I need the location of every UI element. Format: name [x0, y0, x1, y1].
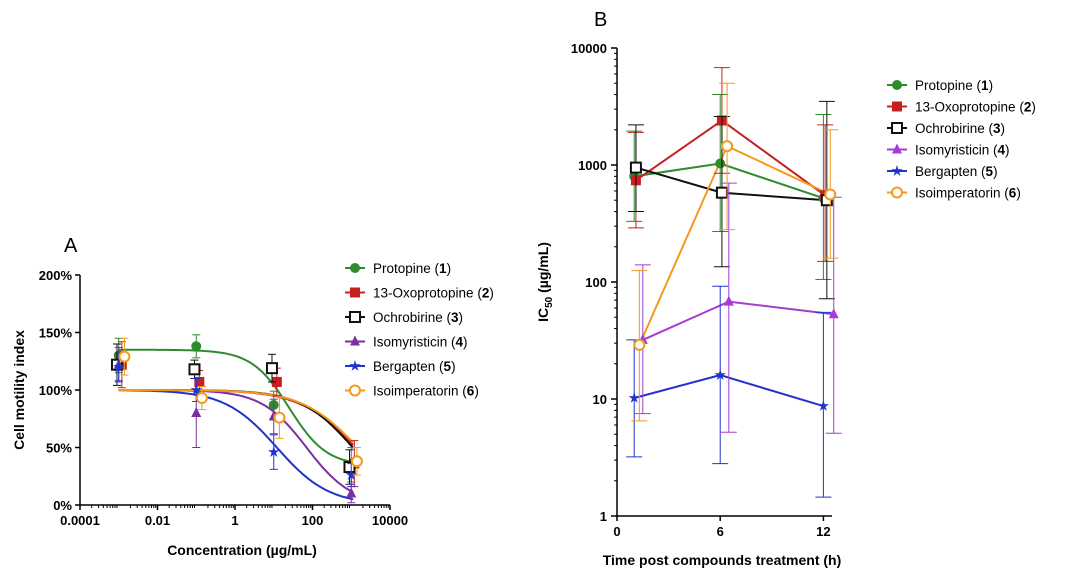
x-tick-label: 10000	[372, 513, 408, 528]
series-line	[635, 119, 826, 197]
panel-a-legend: Protopine (1) 13-Oxoprotopine (2) Ochrobir…	[345, 261, 494, 399]
data-point	[817, 400, 830, 411]
fit-curve	[118, 389, 354, 501]
series-line	[638, 144, 831, 346]
legend-marker	[892, 101, 902, 112]
data-point	[265, 362, 278, 375]
fit-curve	[118, 348, 354, 464]
series-line	[642, 300, 834, 341]
fit-curve	[118, 389, 354, 494]
fit-curve	[118, 389, 354, 444]
y-tick-label: 1000	[578, 158, 607, 173]
data-point	[714, 369, 726, 380]
panel-a-axes: 0% 50% 100% 150% 200% 0.0001 0.01 1 100 10000	[39, 268, 408, 528]
chart-panel-a: A 0% 50% 100% 150% 200% 0.0001 0.01 1 100 10000 C…	[11, 235, 494, 558]
data-point	[195, 392, 208, 405]
legend-entry: Protopine (1)	[373, 261, 451, 276]
x-tick-label: 0	[613, 524, 620, 539]
data-point	[721, 140, 734, 153]
data-point	[350, 455, 363, 468]
data-point	[629, 161, 642, 174]
legend-marker	[892, 143, 902, 154]
chart-panel-b: B 1 10 100 1000 10000 0 6 12 Time post compound…	[535, 9, 1036, 568]
legend-marker	[350, 335, 360, 346]
data-point	[191, 407, 202, 417]
panel-b-legend: Protopine (1) 13-Oxoprotopine (2) Ochrobir…	[887, 78, 1036, 201]
data-point	[190, 384, 202, 395]
y-tick-label: 200%	[39, 268, 73, 283]
data-point	[343, 461, 356, 474]
panel-a-x-axis-label: Concentration (µg/mL)	[167, 542, 317, 558]
legend-marker	[892, 80, 902, 90]
y-tick-label: 150%	[39, 326, 73, 341]
data-point	[346, 487, 357, 498]
data-point	[824, 188, 837, 201]
fit-curve	[118, 389, 354, 446]
x-tick-label: 0.01	[145, 513, 170, 528]
data-point	[194, 376, 205, 387]
panel-b-label: B	[594, 9, 607, 31]
panel-b-series-lines	[633, 119, 834, 408]
y-tick-label: 0%	[53, 498, 72, 513]
data-point	[118, 350, 131, 363]
legend-entry: Protopine (1)	[915, 78, 993, 93]
panel-a-data-points	[110, 334, 363, 504]
data-point	[191, 341, 202, 352]
data-point	[628, 392, 640, 403]
x-tick-label: 100	[302, 513, 324, 528]
legend-marker	[891, 122, 903, 134]
data-point	[271, 376, 282, 387]
panel-a-label: A	[64, 235, 78, 257]
panel-b-data-points	[626, 67, 842, 498]
y-tick-label: 50%	[46, 441, 72, 456]
data-point	[828, 308, 839, 319]
y-tick-label: 100%	[39, 383, 73, 398]
legend-entry: Isoimperatorin (6)	[915, 186, 1021, 201]
data-point	[188, 363, 201, 376]
data-point	[723, 295, 734, 306]
legend-marker	[350, 263, 360, 273]
legend-marker	[891, 186, 903, 199]
data-point	[113, 361, 125, 372]
y-tick-label: 10000	[571, 41, 607, 56]
legend-entry: 13-Oxoprotopine (2)	[915, 100, 1036, 115]
y-tick-label: 100	[585, 275, 607, 290]
x-tick-label: 12	[816, 524, 830, 539]
data-point	[715, 158, 726, 169]
legend-entry: Isomyristicin (4)	[373, 335, 468, 350]
y-tick-label: 10	[593, 392, 607, 407]
x-tick-label: 6	[717, 524, 724, 539]
data-point	[345, 469, 357, 480]
x-tick-label: 1	[231, 513, 238, 528]
legend-marker	[349, 384, 361, 397]
legend-entry: Bergapten (5)	[915, 164, 998, 179]
y-tick-label: 1	[600, 509, 607, 524]
legend-marker	[891, 165, 903, 176]
panel-b-y-axis-label: IC50 (µg/mL)	[535, 242, 555, 322]
legend-entry: Ochrobirine (3)	[373, 310, 463, 325]
data-point	[715, 186, 728, 199]
x-tick-label: 0.0001	[60, 513, 100, 528]
data-point	[633, 338, 646, 351]
legend-marker	[350, 287, 360, 298]
panel-a-y-axis-label: Cell motility index	[11, 330, 27, 450]
fit-curve	[118, 389, 354, 449]
legend-marker	[349, 360, 361, 371]
legend-entry: Ochrobirine (3)	[915, 121, 1005, 136]
panel-b-axes: 1 10 100 1000 10000 0 6 12	[571, 41, 832, 539]
legend-marker	[349, 311, 361, 323]
data-point	[273, 411, 286, 424]
panel-b-x-axis-label: Time post compounds treatment (h)	[603, 552, 842, 568]
legend-entry: 13-Oxoprotopine (2)	[373, 286, 494, 301]
panel-a-fit-curves	[118, 348, 354, 501]
legend-entry: Isoimperatorin (6)	[373, 384, 479, 399]
legend-entry: Bergapten (5)	[373, 359, 456, 374]
data-point	[268, 446, 280, 457]
legend-entry: Isomyristicin (4)	[915, 143, 1010, 158]
